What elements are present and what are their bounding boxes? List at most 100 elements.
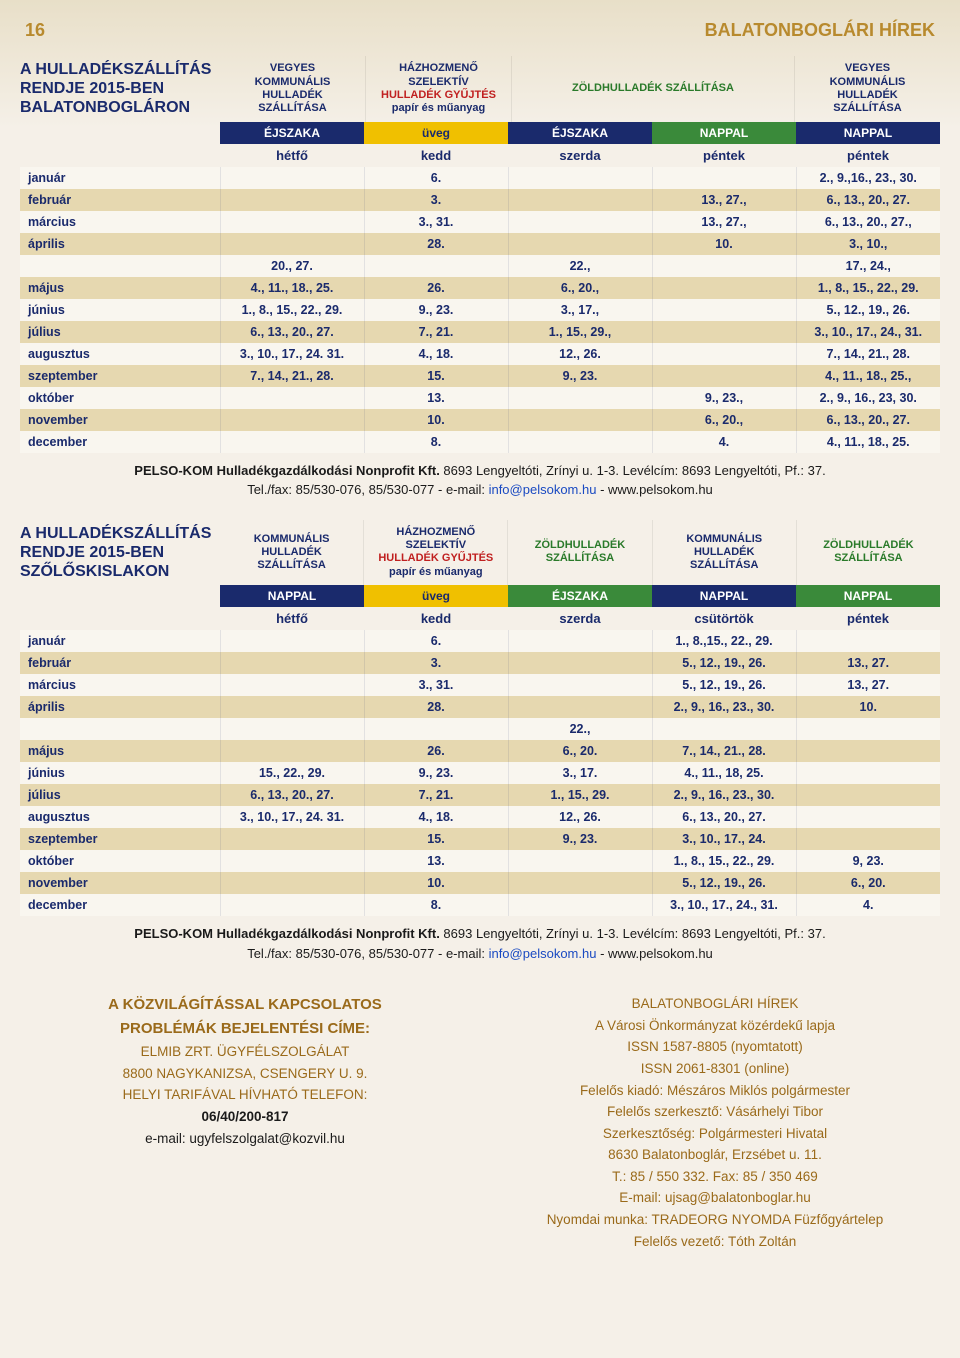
table-cell (508, 233, 652, 255)
table-cell: 26. (364, 277, 508, 299)
table-cell: október (20, 387, 220, 409)
table-cell: 6., 20. (796, 872, 940, 894)
table-cell: 5., 12., 19., 26. (652, 674, 796, 696)
table-cell: 3., 10., 17., 24. 31. (220, 806, 364, 828)
table-cell: 5., 12., 19., 26. (796, 299, 940, 321)
table-cell (508, 630, 652, 652)
table-cell: 12., 26. (508, 806, 652, 828)
table-row: február3.5., 12., 19., 26.13., 27. (20, 652, 940, 674)
time-badge: ÉJSZAKA (508, 585, 652, 607)
table-cell (220, 872, 364, 894)
table-row: szeptember15.9., 23.3., 10., 17., 24. (20, 828, 940, 850)
time-badge: ÉJSZAKA (508, 122, 652, 144)
table-cell: 12., 26. (508, 343, 652, 365)
table-cell: 13. (364, 850, 508, 872)
table-cell: 6., 13., 20., 27., (796, 211, 940, 233)
page-root: 16 BALATONBOGLÁRI HÍREK A HULLADÉKSZÁLLÍ… (0, 0, 960, 1282)
category-header: VEGYESKOMMUNÁLISHULLADÉKSZÁLLÍTÁSA (795, 56, 940, 122)
table-cell (364, 718, 508, 740)
table-cell: 22., (508, 718, 652, 740)
day-header: csütörtök (652, 607, 796, 630)
table-cell (796, 762, 940, 784)
table-cell: október (20, 850, 220, 872)
table-cell (220, 409, 364, 431)
table-cell: 28. (364, 696, 508, 718)
time-badge: NAPPAL (220, 585, 364, 607)
bottom-info-boxes: A KÖZVILÁGÍTÁSSAL KAPCSOLATOS PROBLÉMÁK … (20, 993, 940, 1252)
table-cell: 4., 18. (364, 806, 508, 828)
table-cell: 28. (364, 233, 508, 255)
table-cell (652, 343, 796, 365)
table-cell (796, 828, 940, 850)
table-cell: 15., 22., 29. (220, 762, 364, 784)
table-cell (20, 718, 220, 740)
table-cell: 3., 17. (508, 762, 652, 784)
page-header: 16 BALATONBOGLÁRI HÍREK (20, 20, 940, 41)
table-row: január6.2., 9.,16., 23., 30. (20, 167, 940, 189)
table-cell (508, 211, 652, 233)
table-cell: 1., 8., 15., 22., 29. (220, 299, 364, 321)
category-header: ZÖLDHULLADÉK SZÁLLÍTÁSA (512, 56, 795, 122)
day-header: kedd (364, 144, 508, 167)
table-row: szeptember7., 14., 21., 28.15.9., 23.4.,… (20, 365, 940, 387)
impressum-box: BALATONBOGLÁRI HÍREK A Városi Önkormányz… (500, 993, 930, 1252)
table-cell: 5., 12., 19., 26. (652, 652, 796, 674)
table-cell (220, 630, 364, 652)
category-header: KOMMUNÁLISHULLADÉKSZÁLLÍTÁSA (220, 520, 364, 586)
table-row: november10.6., 20.,6., 13., 20., 27. (20, 409, 940, 431)
table-cell (20, 255, 220, 277)
table-cell (508, 872, 652, 894)
table-row: január6.1., 8.,15., 22., 29. (20, 630, 940, 652)
table-cell (220, 674, 364, 696)
table-cell: 6., 13., 20., 27. (652, 806, 796, 828)
table-row: október13.9., 23.,2., 9., 16., 23, 30. (20, 387, 940, 409)
table-cell: 10. (364, 872, 508, 894)
table-cell: január (20, 630, 220, 652)
table-cell: 6., 13., 20., 27. (220, 321, 364, 343)
time-badge: NAPPAL (796, 585, 940, 607)
table-cell: 10. (796, 696, 940, 718)
table-cell (796, 806, 940, 828)
table-cell: 2., 9., 16., 23, 30. (796, 387, 940, 409)
table-cell (508, 431, 652, 453)
table-cell: április (20, 696, 220, 718)
table-cell: 7., 21. (364, 784, 508, 806)
table-cell (652, 299, 796, 321)
table-cell (220, 718, 364, 740)
table-cell: november (20, 409, 220, 431)
day-header: péntek (652, 144, 796, 167)
table-cell: február (20, 652, 220, 674)
table-cell (796, 740, 940, 762)
table-cell (220, 233, 364, 255)
table-row: december8.4.4., 11., 18., 25. (20, 431, 940, 453)
table-cell (364, 255, 508, 277)
table-cell (508, 894, 652, 916)
table-cell: 7., 21. (364, 321, 508, 343)
table-row: július6., 13., 20., 27.7., 21.1., 15., 2… (20, 321, 940, 343)
day-header: hétfő (220, 144, 364, 167)
table-row: március3., 31.5., 12., 19., 26.13., 27. (20, 674, 940, 696)
table-cell: március (20, 674, 220, 696)
table-cell: 4., 11., 18., 25., (796, 365, 940, 387)
table-row: július6., 13., 20., 27.7., 21.1., 15., 2… (20, 784, 940, 806)
table-row: október13.1., 8., 15., 22., 29.9, 23. (20, 850, 940, 872)
table-cell: 3., 10., (796, 233, 940, 255)
table-cell: 15. (364, 365, 508, 387)
table-row: május4., 11., 18., 25.26.6., 20.,1., 8.,… (20, 277, 940, 299)
table-cell (508, 409, 652, 431)
day-header: péntek (796, 607, 940, 630)
table-cell: 13., 27., (652, 189, 796, 211)
table-cell: 22., (508, 255, 652, 277)
table-cell: február (20, 189, 220, 211)
table-cell (220, 431, 364, 453)
table-cell (508, 387, 652, 409)
table-cell: július (20, 321, 220, 343)
table-row: február3.13., 27.,6., 13., 20., 27. (20, 189, 940, 211)
category-header: KOMMUNÁLISHULLADÉKSZÁLLÍTÁSA (653, 520, 797, 586)
table-row: március3., 31.13., 27.,6., 13., 20., 27.… (20, 211, 940, 233)
table-row: december8.3., 10., 17., 24., 31.4. (20, 894, 940, 916)
table-cell (796, 630, 940, 652)
table-cell (508, 189, 652, 211)
table-cell: 7., 14., 21., 28. (796, 343, 940, 365)
table-cell: augusztus (20, 343, 220, 365)
